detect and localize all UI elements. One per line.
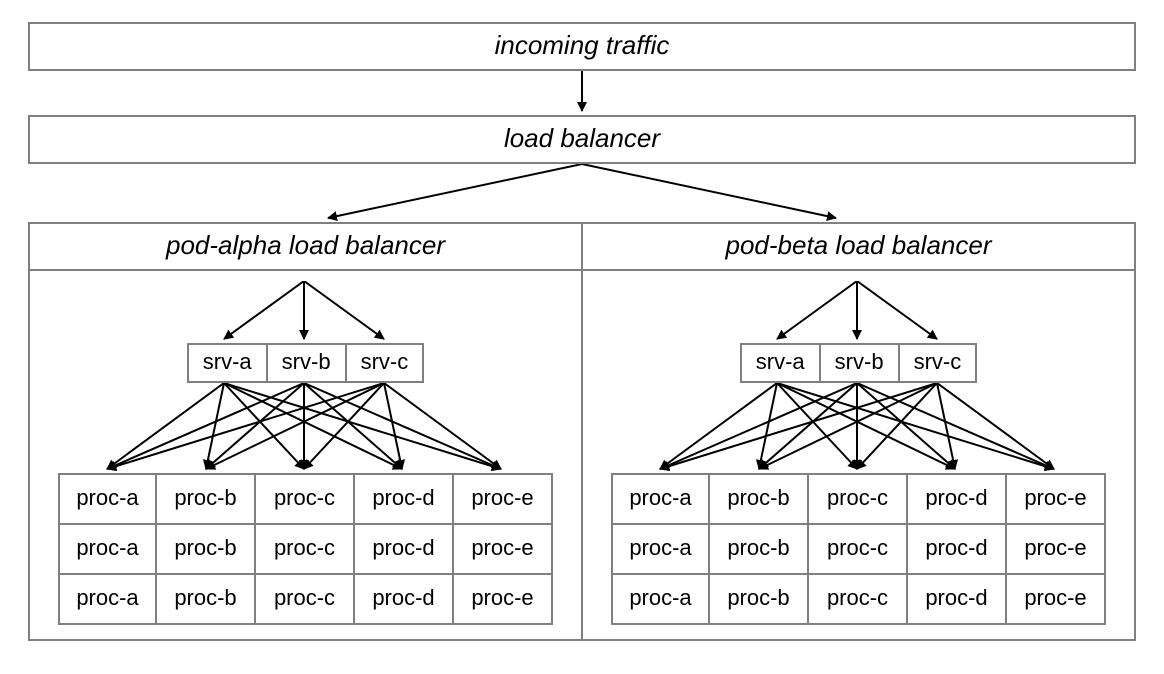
arrow-incoming-to-lb: [28, 71, 1136, 115]
pod-beta-srv-a: srv-a: [740, 343, 821, 383]
load-balancer-box: load balancer: [28, 115, 1136, 164]
proc-cell: proc-a: [611, 473, 710, 525]
pod-beta-servers: srv-a srv-b srv-c: [740, 343, 977, 383]
proc-cell: proc-c: [256, 473, 355, 525]
proc-cell: proc-d: [355, 473, 454, 525]
proc-cell: proc-e: [1007, 525, 1106, 575]
proc-cell: proc-e: [1007, 473, 1106, 525]
proc-cell: proc-b: [710, 525, 809, 575]
proc-cell: proc-c: [809, 473, 908, 525]
proc-cell: proc-d: [908, 575, 1007, 625]
pod-beta-procs: proc-aproc-bproc-cproc-dproc-eproc-aproc…: [611, 473, 1106, 625]
pod-beta: pod-beta load balancer srv-a srv-b srv-c: [583, 222, 1136, 641]
arrow-lb-to-pods: [28, 164, 1136, 222]
proc-cell: proc-b: [157, 525, 256, 575]
pod-alpha-arrows-srv-to-proc: [58, 383, 553, 473]
proc-cell: proc-b: [157, 473, 256, 525]
proc-cell: proc-e: [454, 525, 553, 575]
proc-cell: proc-a: [611, 525, 710, 575]
proc-cell: proc-a: [58, 575, 157, 625]
pod-alpha: pod-alpha load balancer srv-a srv-b srv-…: [28, 222, 583, 641]
pod-beta-arrows-srv-to-proc: [611, 383, 1106, 473]
proc-cell: proc-c: [809, 525, 908, 575]
proc-cell: proc-d: [355, 575, 454, 625]
proc-cell: proc-b: [710, 473, 809, 525]
pods-row: pod-alpha load balancer srv-a srv-b srv-…: [28, 222, 1136, 641]
proc-cell: proc-e: [1007, 575, 1106, 625]
pod-alpha-srv-a: srv-a: [187, 343, 268, 383]
pod-alpha-body: srv-a srv-b srv-c proc-aproc-bproc-cproc…: [30, 271, 581, 639]
proc-cell: proc-d: [908, 525, 1007, 575]
proc-cell: proc-c: [809, 575, 908, 625]
proc-cell: proc-a: [58, 525, 157, 575]
proc-cell: proc-e: [454, 575, 553, 625]
proc-cell: proc-b: [710, 575, 809, 625]
pod-beta-srv-b: srv-b: [821, 343, 900, 383]
pod-alpha-title: pod-alpha load balancer: [30, 224, 581, 271]
pod-alpha-srv-c: srv-c: [347, 343, 425, 383]
pod-beta-title: pod-beta load balancer: [583, 224, 1134, 271]
pod-beta-arrows-lb-to-srv: [611, 281, 1106, 343]
proc-cell: proc-c: [256, 575, 355, 625]
proc-cell: proc-c: [256, 525, 355, 575]
pod-alpha-arrows-lb-to-srv: [58, 281, 553, 343]
pod-alpha-procs: proc-aproc-bproc-cproc-dproc-eproc-aproc…: [58, 473, 553, 625]
pod-alpha-servers: srv-a srv-b srv-c: [187, 343, 424, 383]
proc-cell: proc-d: [355, 525, 454, 575]
diagram-root: incoming traffic load balancer pod-alpha…: [0, 0, 1164, 674]
proc-cell: proc-d: [908, 473, 1007, 525]
proc-cell: proc-b: [157, 575, 256, 625]
pod-beta-srv-c: srv-c: [900, 343, 978, 383]
incoming-traffic-box: incoming traffic: [28, 22, 1136, 71]
pod-alpha-srv-b: srv-b: [268, 343, 347, 383]
proc-cell: proc-a: [611, 575, 710, 625]
proc-cell: proc-a: [58, 473, 157, 525]
pod-beta-body: srv-a srv-b srv-c proc-aproc-bproc-cproc…: [583, 271, 1134, 639]
proc-cell: proc-e: [454, 473, 553, 525]
